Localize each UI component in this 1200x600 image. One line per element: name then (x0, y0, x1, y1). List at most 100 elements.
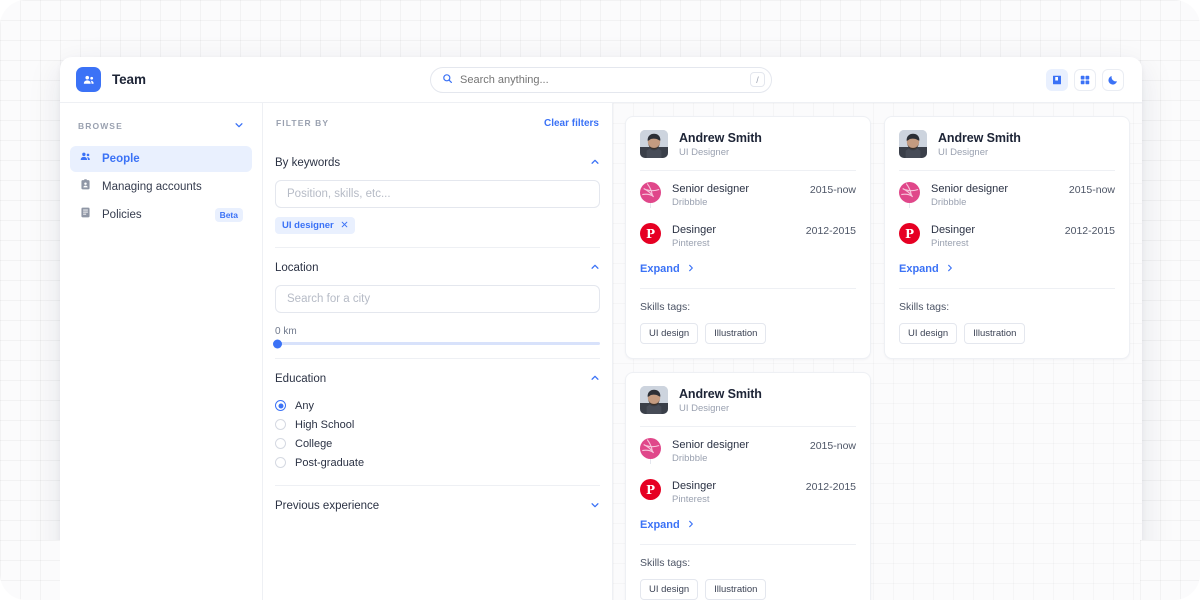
education-option-high-school[interactable]: High School (275, 415, 600, 434)
radio-button[interactable] (275, 419, 286, 430)
person-name: Andrew Smith (679, 386, 762, 401)
pinterest-icon: P (640, 223, 661, 244)
skill-tag-list: UI design Illustration (640, 323, 856, 344)
education-option-any[interactable]: Any (275, 396, 600, 415)
chevron-down-icon[interactable] (234, 117, 244, 135)
experience-details: Senior designer Dribbble (931, 182, 1058, 208)
radio-button[interactable] (275, 438, 286, 449)
search-box[interactable]: / (430, 66, 772, 93)
clear-filters-button[interactable]: Clear filters (543, 117, 599, 129)
skills-section: Skills tags: UI design Illustration (640, 544, 856, 600)
expand-button[interactable]: Expand (640, 263, 856, 275)
experience-company: Dribbble (931, 197, 967, 208)
results-column-left: Andrew Smith UI Designer (625, 116, 871, 600)
person-card-header: Andrew Smith UI Designer (899, 130, 1115, 170)
education-option-post-graduate[interactable]: Post-graduate (275, 453, 600, 472)
sidebar-item-label: Policies (102, 209, 142, 221)
skills-section: Skills tags: UI design Illustration (899, 288, 1115, 344)
expand-label: Expand (899, 263, 939, 275)
skill-tag[interactable]: Illustration (705, 579, 767, 600)
filter-section-previous-experience-header[interactable]: Previous experience (275, 495, 600, 517)
experience-list: Senior designer Dribbble 2015-now P (640, 426, 856, 505)
skill-tag[interactable]: Illustration (964, 323, 1026, 344)
skill-tag-list: UI design Illustration (899, 323, 1115, 344)
sidebar-item-policies[interactable]: Policies Beta (70, 202, 252, 228)
radius-value-label: 0 km (275, 326, 297, 337)
radio-button[interactable] (275, 457, 286, 468)
radius-slider-thumb[interactable] (273, 339, 282, 348)
experience-date: 2015-now (1068, 184, 1115, 196)
filter-section-location-header[interactable]: Location (275, 257, 600, 279)
page-corner-top-left (0, 0, 60, 60)
brand[interactable]: Team (76, 67, 146, 92)
people-group-icon (79, 150, 92, 168)
moon-icon[interactable] (1102, 68, 1124, 91)
experience-date: 2015-now (809, 440, 856, 452)
radio-button[interactable] (275, 400, 286, 411)
radius-slider-track[interactable] (273, 339, 600, 348)
skill-tag[interactable]: Illustration (705, 323, 767, 344)
person-role: UI Designer (679, 146, 730, 158)
results-column-right: Andrew Smith UI Designer (884, 116, 1130, 359)
top-bar: Team / (60, 57, 1142, 103)
book-icon[interactable] (1046, 68, 1068, 91)
experience-date: 2012-2015 (805, 225, 856, 237)
skill-tag[interactable]: UI design (640, 323, 699, 344)
chevron-up-icon[interactable] (590, 154, 600, 172)
skills-section: Skills tags: UI design Illustration (640, 288, 856, 344)
experience-row: P Desinger Pinterest 2012-2015 (899, 223, 1115, 249)
filter-panel-title: FILTER BY (276, 118, 330, 128)
filter-section-title: By keywords (275, 157, 341, 169)
person-card[interactable]: Andrew Smith UI Designer (625, 116, 871, 359)
experience-title: Desinger (931, 224, 976, 236)
keyword-chip[interactable]: UI designer (275, 217, 355, 234)
expand-button[interactable]: Expand (899, 263, 1115, 275)
id-badge-icon (79, 178, 92, 196)
grid-icon[interactable] (1074, 68, 1096, 91)
person-identity: Andrew Smith UI Designer (679, 387, 762, 414)
skill-tag[interactable]: UI design (640, 579, 699, 600)
skill-tag[interactable]: UI design (899, 323, 958, 344)
experience-title: Senior designer (672, 439, 750, 451)
sidebar-item-label: People (102, 153, 140, 165)
filter-section-location: Location 0 km (273, 248, 600, 359)
person-card[interactable]: Andrew Smith UI Designer (625, 372, 871, 600)
results-area: Andrew Smith UI Designer (613, 103, 1142, 600)
filter-section-keywords-header[interactable]: By keywords (275, 152, 600, 174)
expand-label: Expand (640, 263, 680, 275)
svg-text:P: P (905, 227, 914, 241)
experience-row: Senior designer Dribbble 2015-now (640, 438, 856, 464)
filter-panel-header: FILTER BY Clear filters (275, 103, 600, 143)
chevron-down-icon[interactable] (590, 497, 600, 515)
filter-section-keywords: By keywords UI designer (275, 143, 600, 248)
experience-list: Senior designer Dribbble 2015-now P (640, 170, 856, 249)
experience-date: 2015-now (809, 184, 856, 196)
chevron-up-icon[interactable] (590, 370, 600, 388)
keywords-input[interactable] (275, 180, 600, 208)
document-icon (79, 206, 92, 224)
search-icon (442, 71, 453, 89)
search-container: / (430, 66, 772, 93)
sidebar-section-header[interactable]: BROWSE (70, 117, 252, 135)
filter-section-education-header[interactable]: Education (275, 368, 600, 390)
svg-text:P: P (646, 483, 655, 497)
page-corner-top-right (1140, 0, 1200, 60)
keyword-chip-list: UI designer (275, 217, 600, 234)
expand-button[interactable]: Expand (640, 519, 856, 531)
sidebar-item-people[interactable]: People (70, 146, 252, 172)
city-search-input[interactable] (275, 285, 600, 313)
filter-section-previous-experience: Previous experience (275, 486, 600, 536)
experience-title: Senior designer (931, 183, 1009, 195)
sidebar-item-managing-accounts[interactable]: Managing accounts (70, 174, 252, 200)
close-icon[interactable] (341, 221, 348, 230)
filter-section-title: Location (275, 262, 319, 274)
search-input[interactable] (460, 73, 750, 86)
avatar (640, 130, 668, 158)
education-option-college[interactable]: College (275, 434, 600, 453)
chevron-up-icon[interactable] (590, 259, 600, 277)
experience-company: Pinterest (931, 238, 969, 249)
experience-company: Dribbble (672, 453, 708, 464)
app-window: Team / (60, 57, 1142, 600)
person-card[interactable]: Andrew Smith UI Designer (884, 116, 1130, 359)
experience-company: Dribbble (672, 197, 708, 208)
